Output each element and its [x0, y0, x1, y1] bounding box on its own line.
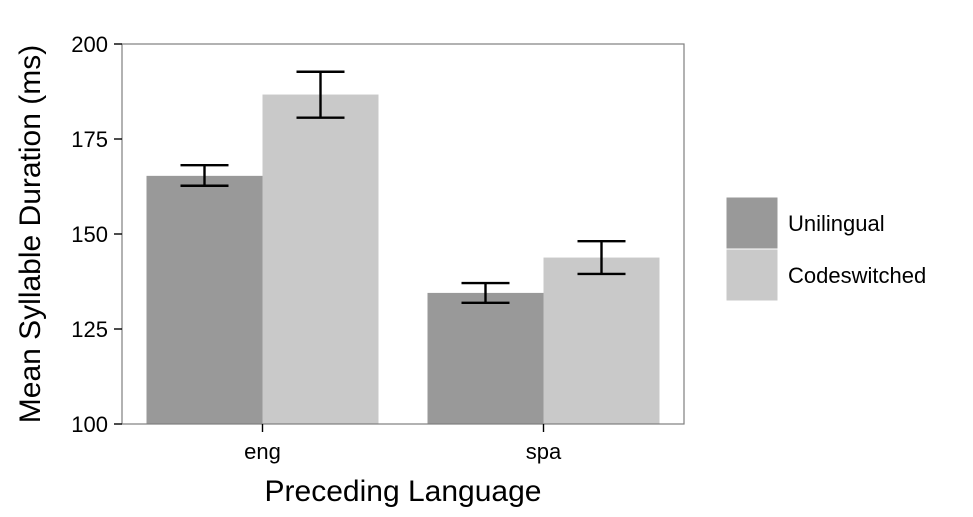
y-axis-title: Mean Syllable Duration (ms) — [14, 45, 47, 423]
y-tick-label: 150 — [71, 222, 108, 247]
bar-codeswitched-spa — [543, 257, 660, 424]
bar-codeswitched-eng — [262, 94, 379, 424]
y-tick-label: 125 — [71, 317, 108, 342]
y-axis: 100 125 150 175 200 — [71, 32, 122, 437]
x-axis-title: Preceding Language — [265, 475, 542, 508]
y-tick-label: 200 — [71, 32, 108, 57]
legend: Unilingual Codeswitched — [725, 196, 926, 302]
y-tick-label: 100 — [71, 412, 108, 437]
x-tick-label: spa — [526, 439, 562, 464]
x-tick-label: eng — [244, 439, 281, 464]
x-axis: eng spa — [244, 424, 562, 464]
bars — [146, 94, 660, 424]
legend-label-unilingual: Unilingual — [788, 211, 885, 236]
plot-area — [121, 43, 685, 425]
legend-label-codeswitched: Codeswitched — [788, 263, 926, 288]
error-bar-unilingual-spa — [461, 281, 510, 304]
error-bar-codeswitched-eng — [296, 70, 345, 119]
error-bars — [180, 70, 626, 304]
bar-unilingual-eng — [146, 175, 263, 424]
error-bar-codeswitched-spa — [577, 240, 626, 276]
y-tick-label: 175 — [71, 127, 108, 152]
legend-key-unilingual — [725, 196, 779, 250]
error-bar-unilingual-eng — [180, 164, 229, 187]
bar-unilingual-spa — [427, 292, 544, 424]
legend-key-codeswitched — [725, 248, 779, 302]
